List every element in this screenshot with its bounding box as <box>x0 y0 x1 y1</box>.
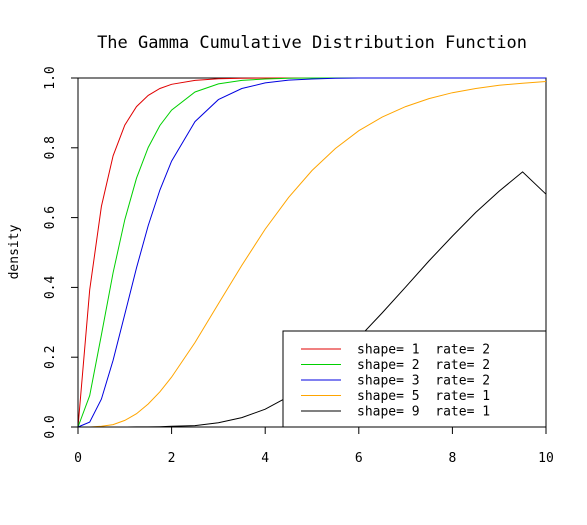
x-tick-label: 0 <box>74 451 82 466</box>
y-axis: 0.0 0.2 0.4 0.6 0.8 1.0 <box>43 66 79 439</box>
x-tick-label: 2 <box>168 451 176 466</box>
y-tick-label: 1.0 <box>43 66 58 89</box>
y-axis-label: density <box>7 224 22 279</box>
series-line-4 <box>78 81 547 428</box>
x-tick-label: 8 <box>448 451 456 466</box>
legend-label-4: shape= 5 rate= 1 <box>357 389 490 404</box>
x-axis: 0 2 4 6 8 10 <box>74 426 554 466</box>
x-tick-label: 4 <box>261 451 269 466</box>
legend-label-3: shape= 3 rate= 2 <box>357 374 490 389</box>
x-tick-label: 10 <box>538 451 554 466</box>
y-tick-label: 0.0 <box>43 415 58 438</box>
y-tick-label: 0.2 <box>43 345 58 368</box>
legend-label-2: shape= 2 rate= 2 <box>357 358 490 373</box>
chart-title: The Gamma Cumulative Distribution Functi… <box>97 33 527 53</box>
y-tick-label: 0.8 <box>43 136 58 159</box>
legend-label-1: shape= 1 rate= 2 <box>357 343 490 358</box>
y-tick-label: 0.4 <box>43 275 58 299</box>
x-tick-label: 6 <box>355 451 363 466</box>
series-line-3 <box>77 77 546 428</box>
legend-label-5: shape= 9 rate= 1 <box>357 405 490 420</box>
y-tick-label: 0.6 <box>43 206 58 229</box>
